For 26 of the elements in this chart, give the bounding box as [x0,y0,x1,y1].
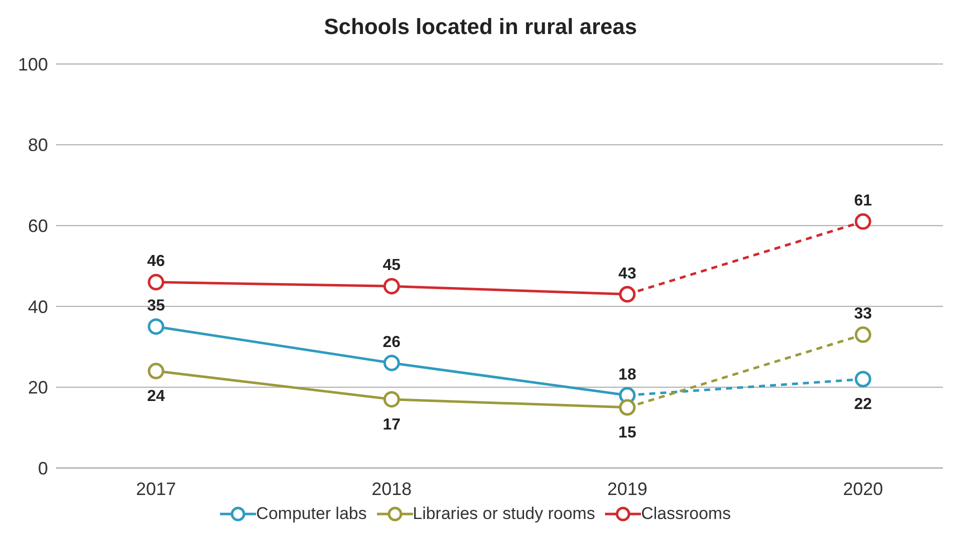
y-tick-label: 0 [38,458,48,478]
x-tick-label: 2017 [136,478,176,499]
y-tick-label: 60 [28,216,48,236]
data-label: 22 [854,396,872,414]
data-label: 18 [618,366,636,384]
data-label: 43 [618,265,636,282]
y-tick-label: 40 [28,296,48,317]
x-tick-label: 2018 [372,478,412,499]
legend-label: Computer labs [256,504,367,524]
data-label: 24 [147,388,165,406]
y-tick-label: 20 [28,378,48,398]
data-label: 17 [382,416,401,434]
x-tick-label: 2020 [842,478,884,499]
data-label: 35 [147,298,165,315]
data-label: 46 [147,253,165,270]
y-tick-label: 80 [28,135,48,156]
legend-label: Classrooms [641,504,731,524]
data-label: 33 [854,306,872,323]
data-label: 45 [382,257,401,274]
y-tick-label: 100 [18,54,48,74]
legend-label: Libraries or study rooms [412,504,596,524]
data-label: 61 [854,192,872,210]
x-tick-label: 2019 [607,478,648,499]
chart-title: Schools located in rural areas [322,13,638,41]
data-label: 15 [618,424,636,442]
data-label: 26 [382,334,401,351]
